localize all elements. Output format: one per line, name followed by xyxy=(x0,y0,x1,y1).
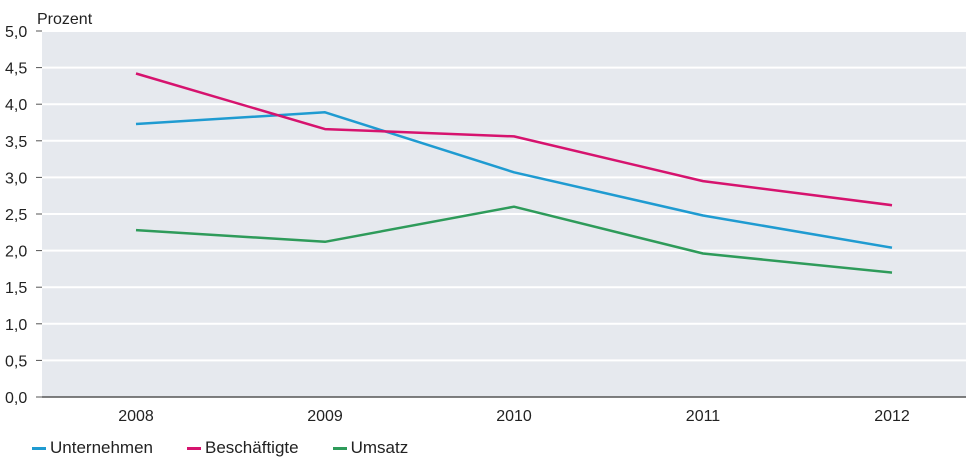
legend-swatch xyxy=(187,446,202,450)
series-lines xyxy=(135,72,893,274)
legend-swatch xyxy=(32,446,46,450)
y-tick-label: 2,5 xyxy=(5,207,27,224)
y-tick-label: 5,0 xyxy=(5,24,27,41)
y-tick-label: 3,0 xyxy=(5,170,27,187)
y-tick-label: 2,0 xyxy=(5,244,27,261)
series-line-beschäftigte xyxy=(135,72,893,207)
legend-label: Unternehmen xyxy=(50,438,154,457)
series-line-umsatz xyxy=(135,205,893,274)
legend: Unternehmen Beschäftigte Umsatz xyxy=(32,438,408,458)
y-tick-label: 3,5 xyxy=(5,134,27,151)
y-tick-label: 1,0 xyxy=(5,317,27,334)
x-tick-label: 2008 xyxy=(118,408,154,425)
x-tick-label: 2012 xyxy=(874,408,910,425)
y-tick-label: 1,5 xyxy=(5,280,27,297)
x-tick-label: 2011 xyxy=(686,408,721,425)
y-tick-label: 4,5 xyxy=(5,61,27,78)
x-axis-ticks: 2008 2009 2010 2011 2012 xyxy=(118,408,910,425)
legend-label: Beschäftigte xyxy=(205,438,299,457)
y-tick-label: 0,0 xyxy=(5,390,27,407)
gridlines xyxy=(42,30,966,362)
y-axis-ticks: 0,0 0,5 1,0 1,5 2,0 2,5 3,0 3,5 4,0 4,5 5,0 xyxy=(5,24,42,407)
y-tick-label: 4,0 xyxy=(5,97,27,114)
legend-item: Unternehmen xyxy=(32,438,153,458)
y-axis-unit-label: Prozent xyxy=(37,11,93,28)
x-tick-label: 2010 xyxy=(496,408,532,425)
y-tick-label: 0,5 xyxy=(5,353,27,370)
legend-item: Beschäftigte xyxy=(187,438,299,458)
line-chart: 0,00,51,01,52,02,53,03,54,04,55,0 2008 20… xyxy=(5,11,966,425)
legend-swatch xyxy=(332,446,347,450)
x-tick-label: 2009 xyxy=(307,408,343,425)
legend-item: Umsatz xyxy=(332,438,409,458)
series-line-unternehmen xyxy=(135,111,893,249)
legend-label: Umsatz xyxy=(350,438,409,457)
